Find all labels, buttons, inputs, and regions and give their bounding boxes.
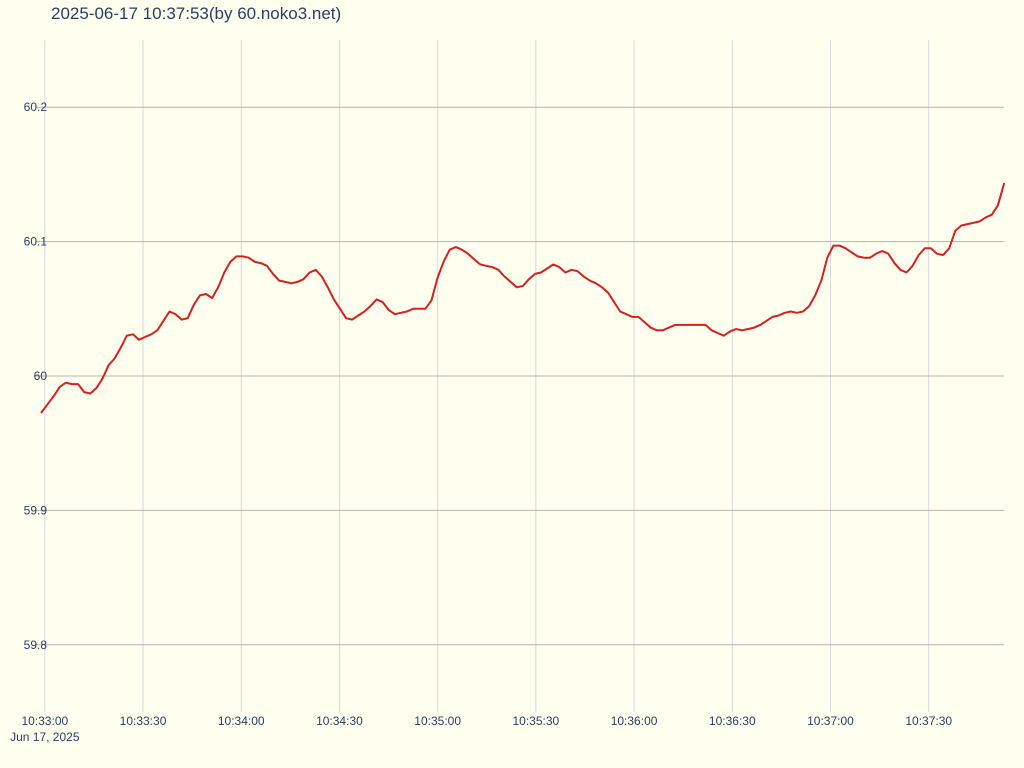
series-line [40, 182, 1005, 414]
y-tick-label: 60.1 [24, 235, 48, 249]
x-tick-label: 10:35:30 [513, 714, 560, 728]
x-axis-date-label: Jun 17, 2025 [10, 730, 80, 744]
x-tick-label: 10:37:30 [905, 714, 952, 728]
x-tick-label: 10:33:00 [21, 714, 68, 728]
x-tick-label: 10:34:30 [316, 714, 363, 728]
x-tick-label: 10:36:00 [611, 714, 658, 728]
horizontal-gridlines [35, 106, 1004, 646]
chart-title: 2025-06-17 10:37:53(by 60.noko3.net) [51, 4, 342, 23]
series-layer [40, 182, 1005, 414]
x-tick-label: 10:37:00 [807, 714, 854, 728]
x-tick-label: 10:36:30 [709, 714, 756, 728]
x-tick-label: 10:35:00 [414, 714, 461, 728]
y-tick-label: 60 [34, 369, 48, 383]
y-tick-label: 59.9 [24, 503, 48, 517]
x-axis-tick-labels: Jun 17, 2025 10:33:00 10:33:30 10:34:00 10:… [10, 714, 952, 744]
x-tick-label: 10:33:30 [120, 714, 167, 728]
x-tick-label: 10:34:00 [218, 714, 265, 728]
y-tick-label: 59.8 [24, 638, 48, 652]
y-tick-label: 60.2 [24, 100, 48, 114]
y-axis-tick-labels: 59.8 59.9 60 60.1 60.2 [24, 100, 48, 652]
